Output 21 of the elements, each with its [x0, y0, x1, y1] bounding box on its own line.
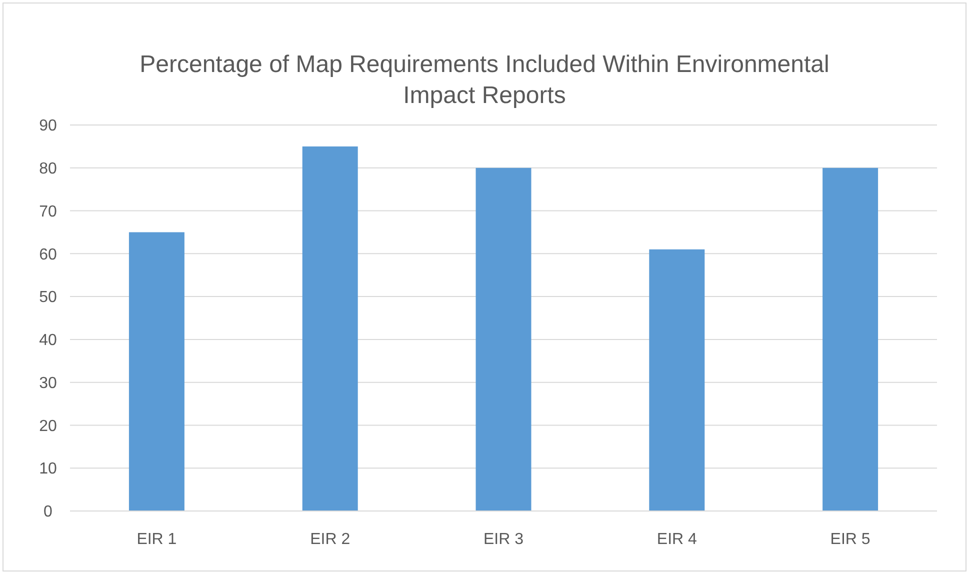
- bar: [302, 146, 358, 511]
- y-tick-label: 60: [39, 246, 57, 264]
- y-tick-label: 20: [39, 418, 57, 435]
- bar: [649, 249, 705, 511]
- y-tick-label: 30: [39, 374, 57, 392]
- bar: [128, 232, 184, 511]
- x-tick-label: EIR 4: [656, 531, 698, 548]
- y-tick-label: 40: [39, 332, 57, 350]
- y-tick-label: 10: [39, 460, 57, 478]
- y-tick-label: 50: [39, 289, 57, 306]
- bar: [476, 168, 532, 511]
- y-tick-label: 90: [39, 118, 57, 135]
- x-tick-label: EIR 2: [310, 531, 350, 548]
- bar: [822, 168, 878, 511]
- x-tick-label: EIR 3: [483, 531, 524, 548]
- chart-title: Percentage of Map Requirements Included Within Environmental Impact Reports: [140, 51, 830, 109]
- x-tick-label: EIR 1: [136, 531, 177, 548]
- x-tick-label: EIR 5: [830, 531, 870, 548]
- y-tick-label: 70: [39, 203, 57, 220]
- y-tick-label: 0: [44, 504, 53, 521]
- y-tick-label: 80: [39, 160, 57, 178]
